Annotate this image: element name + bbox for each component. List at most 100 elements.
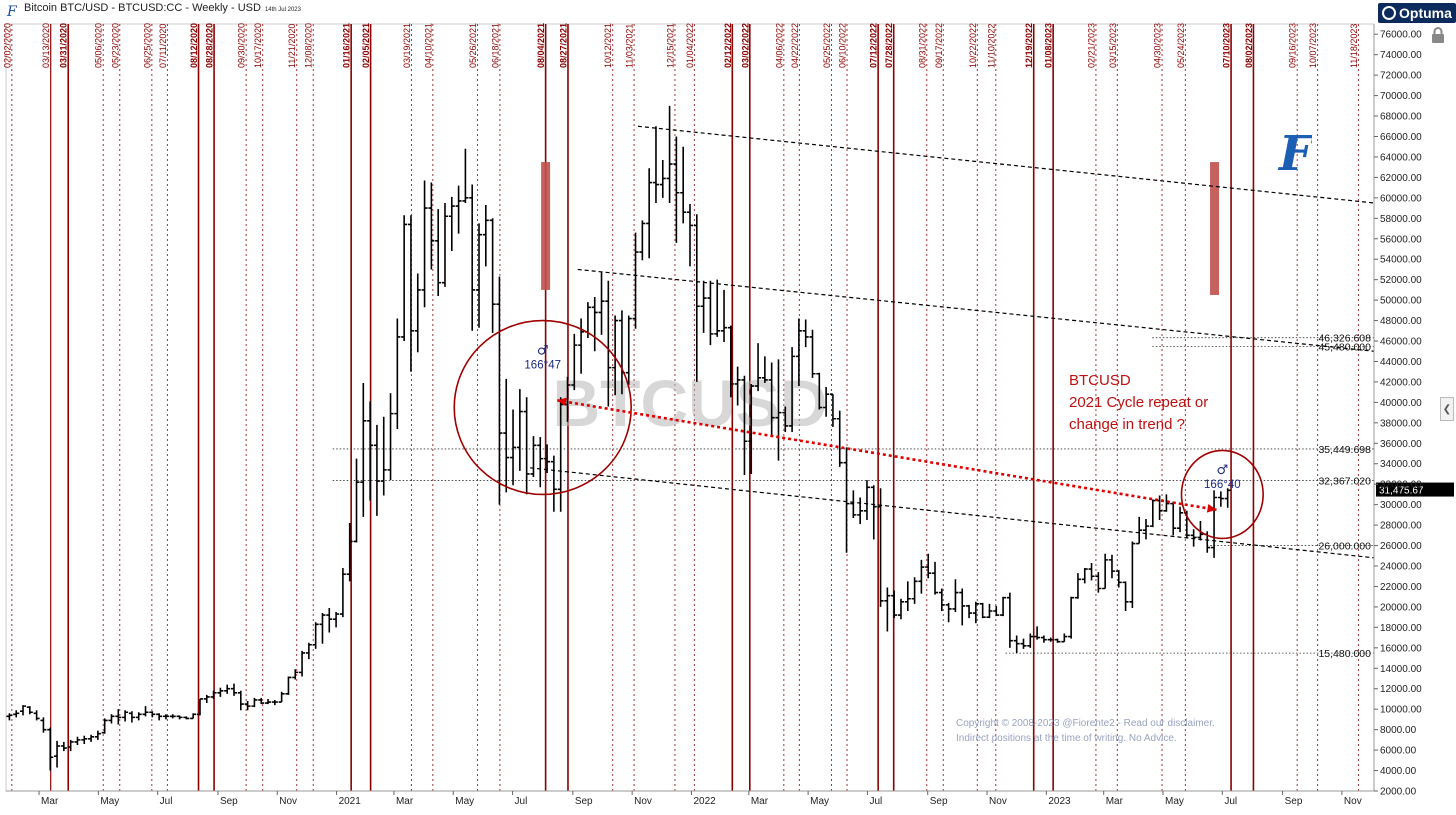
ohlc-bar bbox=[353, 458, 360, 543]
planet-degree-label: 166°47 bbox=[524, 360, 561, 372]
ohlc-bar bbox=[1122, 581, 1129, 612]
ohlc-bar bbox=[741, 375, 748, 475]
price-level-label: 15,480.000 bbox=[1318, 648, 1371, 660]
ohlc-bar bbox=[203, 694, 210, 704]
annotation-line-2: 2021 Cycle repeat or bbox=[1069, 394, 1209, 411]
time-tick-label: May bbox=[100, 796, 119, 807]
ohlc-bar bbox=[993, 605, 1000, 617]
ohlc-bar bbox=[115, 709, 122, 725]
ohlc-bar bbox=[326, 607, 333, 633]
ohlc-bar bbox=[1088, 562, 1095, 581]
price-axis[interactable]: 76000.00 74000.00 72000.00 70000.00 68000.00… bbox=[1373, 24, 1422, 798]
ohlc-bar bbox=[142, 706, 149, 717]
highlight-block bbox=[541, 162, 551, 290]
cycle-lines-layer: 02/02/2020 03/13/2020 03/31/2020 05/06/2020… bbox=[2, 23, 1359, 791]
price-tick-label: 38000.00 bbox=[1380, 418, 1422, 429]
price-tick-label: 26000.00 bbox=[1380, 541, 1422, 552]
side-panel-toggle-icon[interactable]: ❮ bbox=[1440, 397, 1454, 421]
time-tick-label: Jul bbox=[869, 796, 882, 807]
ohlc-bar bbox=[441, 202, 448, 287]
cycle-date-label: 05/23/2020 bbox=[110, 23, 120, 68]
ohlc-bar bbox=[1217, 491, 1224, 507]
cycle-date-label: 08/02/2023 bbox=[1244, 23, 1254, 68]
cycle-date-label: 01/04/2022 bbox=[685, 23, 695, 68]
ohlc-bar bbox=[945, 602, 952, 623]
ohlc-bar bbox=[476, 223, 483, 328]
optuma-brand[interactable]: Optuma bbox=[1378, 3, 1456, 23]
ohlc-bar bbox=[959, 588, 966, 626]
ohlc-bar bbox=[816, 372, 823, 410]
ohlc-bar bbox=[414, 273, 421, 353]
ohlc-bar bbox=[550, 455, 557, 512]
ohlc-bar bbox=[911, 577, 918, 604]
ohlc-bar bbox=[850, 490, 857, 518]
ohlc-bar bbox=[639, 220, 646, 261]
price-tick-label: 64000.00 bbox=[1380, 152, 1422, 163]
time-tick-label: Jul bbox=[515, 796, 528, 807]
ohlc-bar bbox=[727, 325, 734, 398]
ohlc-bar bbox=[918, 559, 925, 594]
ohlc-bar bbox=[33, 710, 40, 721]
ohlc-bar bbox=[516, 389, 523, 471]
cycle-date-label: 04/06/2022 bbox=[774, 23, 784, 68]
price-tick-label: 2000.00 bbox=[1380, 787, 1417, 798]
ohlc-bar bbox=[210, 690, 217, 699]
price-tick-label: 16000.00 bbox=[1380, 643, 1422, 654]
ohlc-bar bbox=[47, 727, 54, 771]
ohlc-bar bbox=[367, 401, 374, 501]
ohlc-bar bbox=[768, 362, 775, 436]
ohlc-bar bbox=[237, 690, 244, 711]
ohlc-bar bbox=[891, 590, 898, 619]
ohlc-bar bbox=[421, 180, 428, 308]
ohlc-bar bbox=[285, 676, 292, 695]
cycle-date-label: 06/18/2021 bbox=[490, 23, 500, 68]
ohlc-bar bbox=[877, 488, 884, 607]
ohlc-bar bbox=[333, 612, 340, 628]
time-axis[interactable]: Mar May Jul Sep Nov 2021 Mar May Jul Sep Nov 2022 Ma… bbox=[6, 790, 1374, 807]
cycle-date-label: 10/07/2023 bbox=[1308, 23, 1318, 68]
ohlc-bar bbox=[795, 318, 802, 387]
ohlc-bar bbox=[884, 587, 891, 632]
ohlc-bar bbox=[407, 215, 414, 372]
ohlc-bar bbox=[1224, 488, 1231, 508]
brand-label: Optuma bbox=[1399, 5, 1452, 21]
time-tick-label: Sep bbox=[575, 796, 593, 807]
ohlc-bar bbox=[530, 436, 537, 478]
ohlc-bar bbox=[748, 383, 755, 474]
price-tick-label: 14000.00 bbox=[1380, 664, 1422, 675]
cycle-date-label: 07/10/2023 bbox=[1222, 23, 1232, 68]
ohlc-bar bbox=[190, 713, 197, 720]
ohlc-bar bbox=[843, 447, 850, 553]
ohlc-bar bbox=[462, 148, 469, 203]
ohlc-bar bbox=[904, 581, 911, 612]
ohlc-bar bbox=[1211, 490, 1218, 558]
ohlc-bar bbox=[312, 622, 319, 649]
price-tick-label: 22000.00 bbox=[1380, 582, 1422, 593]
ohlc-bar bbox=[319, 613, 326, 644]
ohlc-bar bbox=[122, 710, 129, 722]
ohlc-bar bbox=[387, 393, 394, 481]
price-tick-label: 76000.00 bbox=[1380, 30, 1422, 41]
ohlc-bar bbox=[1040, 635, 1047, 643]
ohlc-bar bbox=[54, 740, 61, 768]
ohlc-bar bbox=[809, 329, 816, 378]
cycle-date-label: 01/08/2023 bbox=[1044, 23, 1054, 68]
cycle-date-label: 10/17/2020 bbox=[253, 23, 263, 68]
cycle-date-label: 02/12/2022 bbox=[723, 23, 733, 68]
ohlc-bar bbox=[60, 741, 67, 752]
ohlc-bar bbox=[162, 714, 169, 720]
ohlc-bar bbox=[217, 687, 224, 697]
ohlc-bar bbox=[1027, 633, 1034, 648]
ohlc-bar bbox=[823, 387, 830, 417]
lock-icon[interactable] bbox=[1430, 26, 1446, 44]
ohlc-bar bbox=[394, 318, 401, 429]
ohlc-bar bbox=[979, 602, 986, 619]
price-tick-label: 42000.00 bbox=[1380, 377, 1422, 388]
ohlc-bar bbox=[966, 604, 973, 619]
ohlc-bar bbox=[612, 315, 619, 396]
ohlc-bar bbox=[1177, 506, 1184, 533]
ohlc-bar bbox=[1000, 596, 1007, 617]
ohlc-bar bbox=[863, 480, 870, 520]
ohlc-bar bbox=[938, 588, 945, 612]
ohlc-bar bbox=[149, 711, 156, 718]
